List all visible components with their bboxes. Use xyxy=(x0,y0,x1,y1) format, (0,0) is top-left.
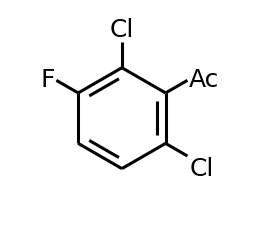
Text: Cl: Cl xyxy=(189,157,213,181)
Text: F: F xyxy=(40,68,55,92)
Text: Cl: Cl xyxy=(110,18,134,42)
Text: Ac: Ac xyxy=(189,68,219,92)
